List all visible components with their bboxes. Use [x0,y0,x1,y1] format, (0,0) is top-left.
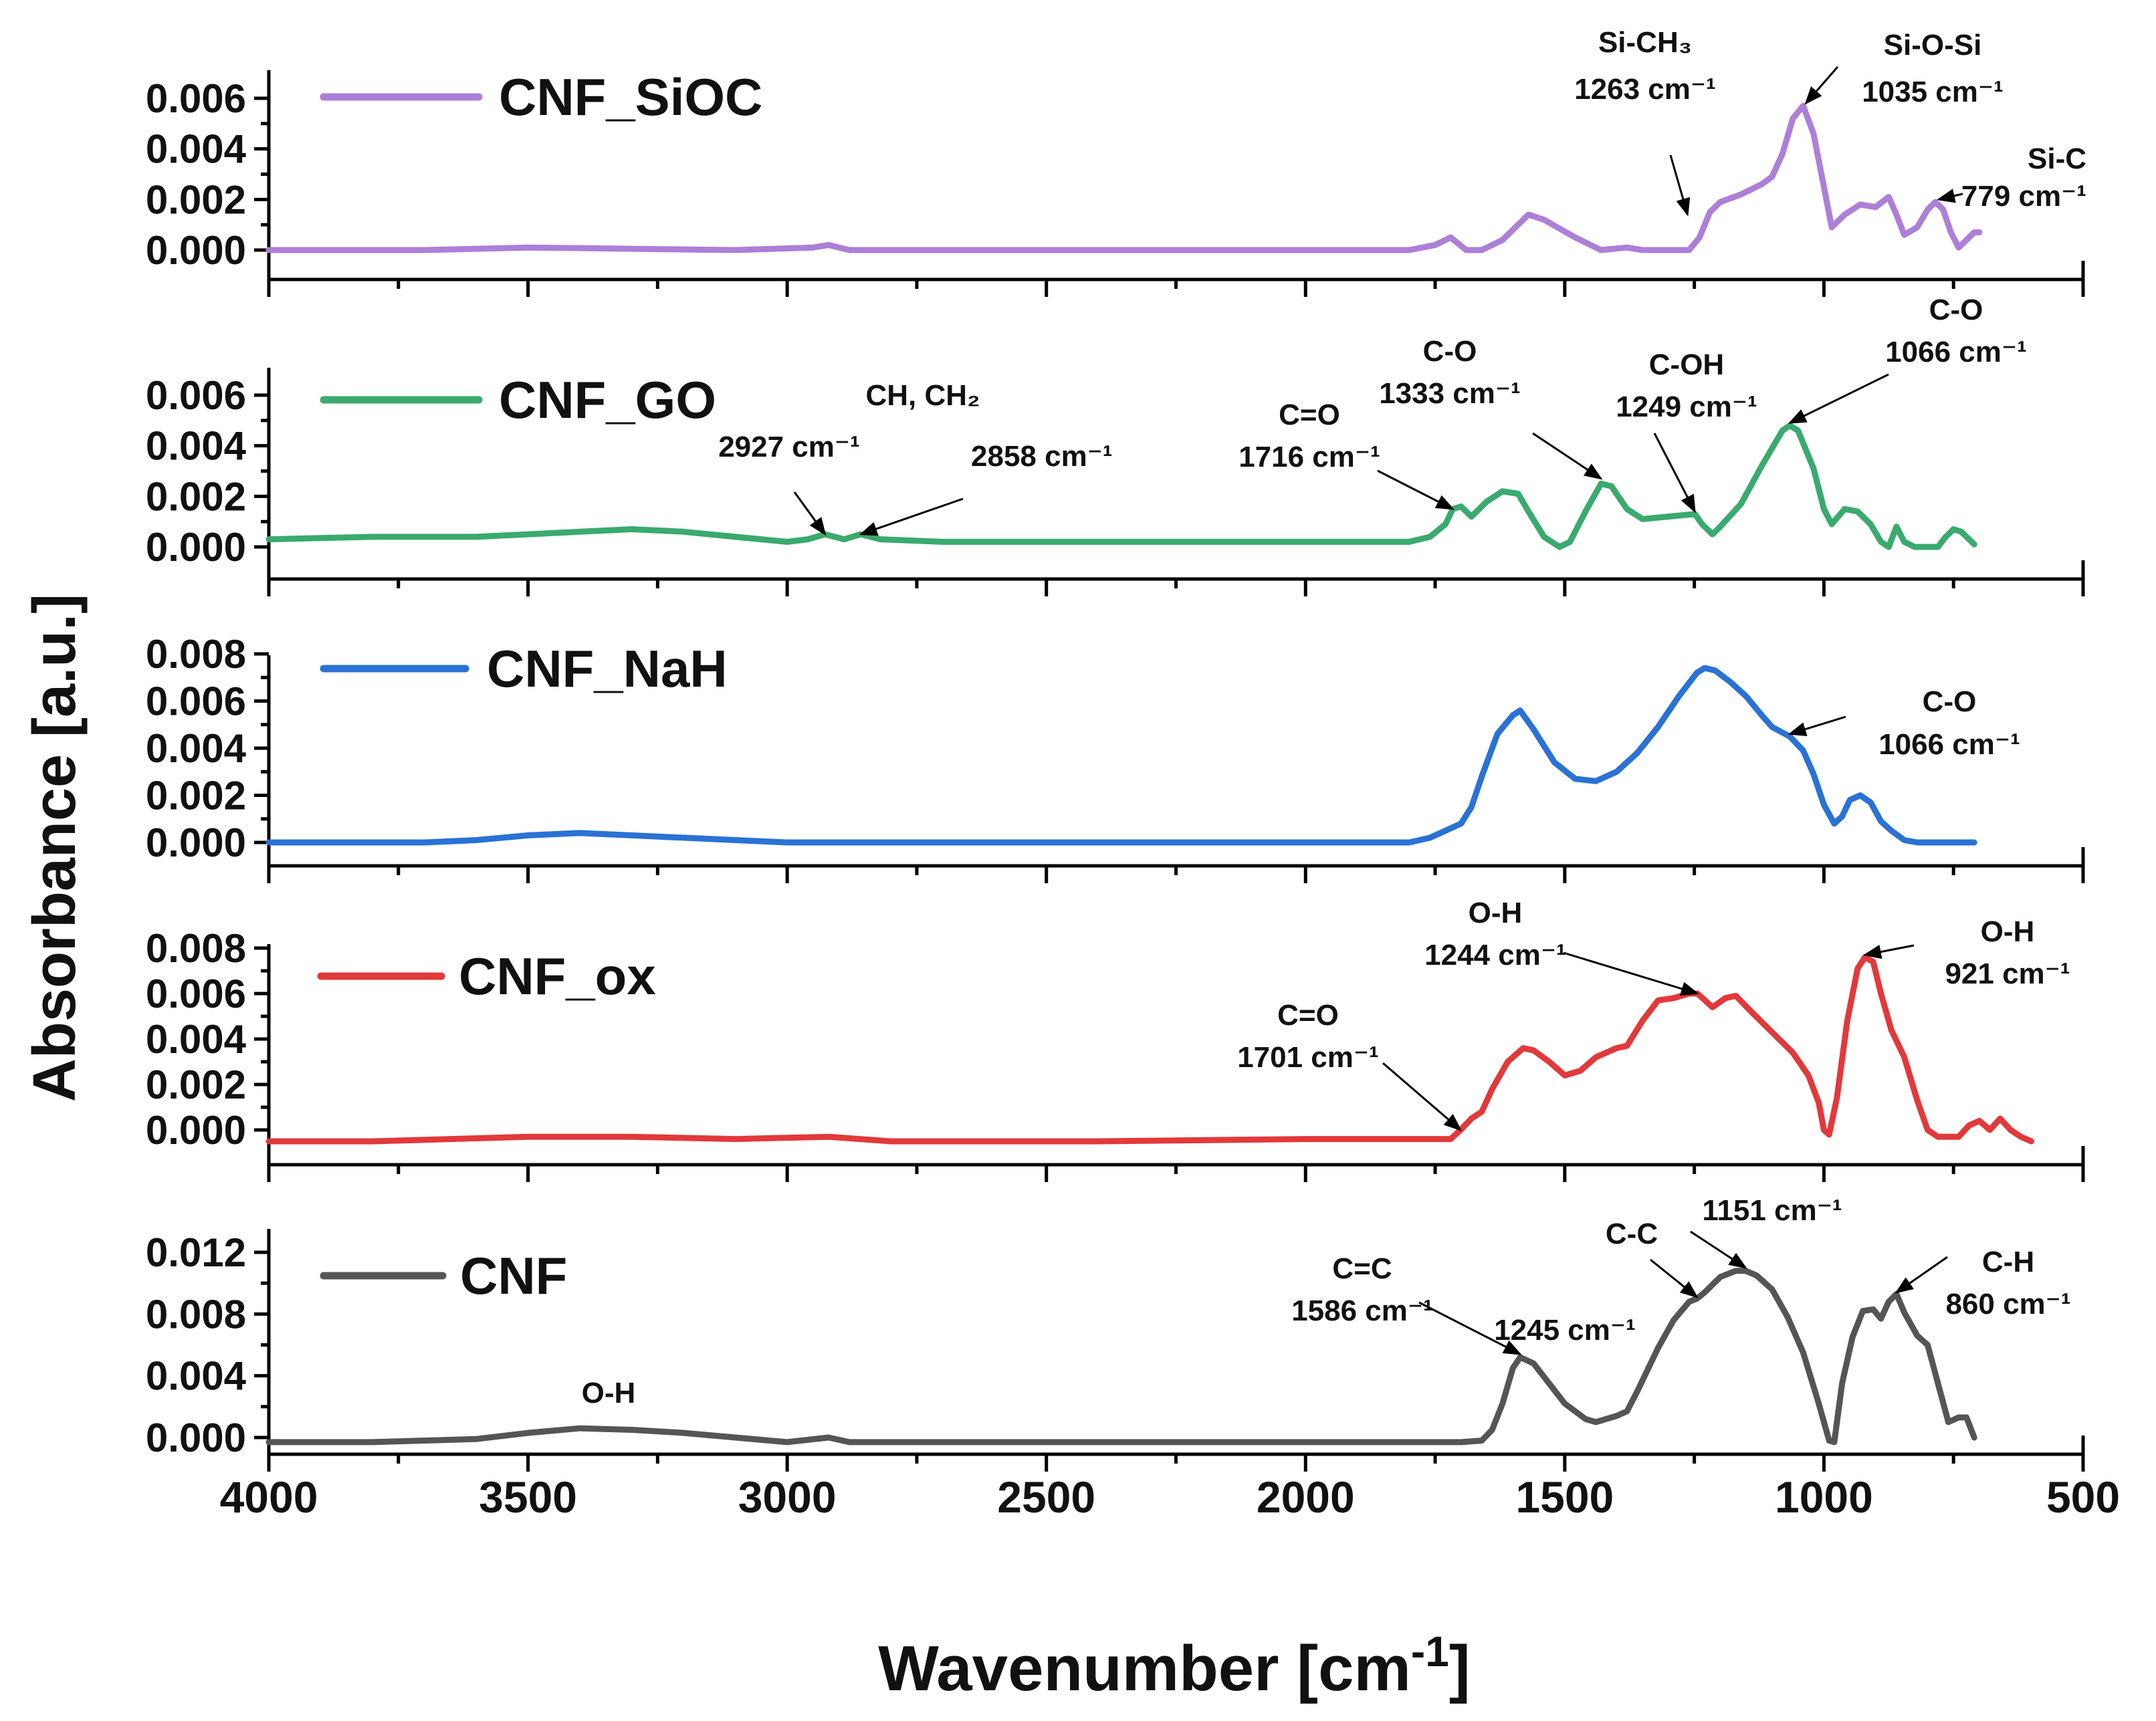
peak-annotation-label: 921 cm⁻¹ [1945,957,2070,990]
legend-label: CNF_SiOC [499,68,762,126]
peak-annotation-label: C-C [1606,1218,1658,1250]
peak-annotation-label: 1701 cm⁻¹ [1237,1041,1379,1074]
series-line-cnf [265,1268,1977,1446]
peak-annotation-label: Si-C [2028,142,2086,175]
y-axis-title: Absorbance [a.u.] [21,594,88,1102]
annotation-arrow [1690,1230,1747,1269]
peak-annotation-label: 1716 cm⁻¹ [1238,441,1380,473]
x-tick-label: 2000 [1257,1472,1355,1522]
y-tick-label: 0.008 [146,632,246,677]
peak-annotation-label: 2858 cm⁻¹ [971,440,1113,473]
y-tick-label: 0.000 [146,1415,246,1460]
y-tick-label: 0.004 [146,1354,247,1399]
y-tick-label: 0.006 [146,76,246,121]
peak-annotation-label: C=C [1332,1252,1392,1285]
y-tick-label: 0.002 [146,177,246,222]
peak-annotation-label: 1333 cm⁻¹ [1379,377,1521,410]
y-tick-label: 0.004 [146,424,247,469]
peak-annotation-label: C-O [1923,685,1977,718]
y-tick-label: 0.006 [146,971,246,1016]
y-tick-label: 0.012 [146,1230,246,1275]
legend-label: CNF [460,1246,567,1305]
peak-annotation-label: 1035 cm⁻¹ [1862,76,2004,108]
y-tick-label: 0.000 [146,525,246,570]
y-tick-label: 0.006 [146,373,246,418]
peak-annotation-label: 1151 cm⁻¹ [1702,1194,1842,1227]
x-axis-title: Wavenumber [cm-1] [878,1627,1471,1704]
legend-label: CNF_ox [459,947,656,1006]
peak-annotation-label: 1586 cm⁻¹ [1291,1294,1433,1327]
peak-annotation-label: 1066 cm⁻¹ [1885,336,2027,368]
series-line-cnf-ox [265,954,2034,1145]
peak-annotation-label: 779 cm⁻¹ [1961,180,2086,213]
y-tick-label: 0.000 [146,820,246,865]
series-line-cnf-go [265,422,1977,550]
x-tick-label: 1000 [1775,1472,1873,1522]
x-tick-label: 4000 [220,1472,318,1522]
annotation-arrow [793,491,827,536]
peak-annotation-label: Si-O-Si [1884,29,1982,62]
y-tick-label: 0.002 [146,1062,246,1107]
y-tick-label: 0.008 [146,1292,246,1337]
peak-annotation-label: 1245 cm⁻¹ [1494,1314,1636,1347]
annotation-arrow [1788,715,1846,737]
annotation-arrow [1863,944,1915,959]
annotation-arrow [1804,66,1839,105]
x-tick-label: 1500 [1515,1472,1614,1522]
annotation-arrow [1382,1062,1463,1131]
y-tick-label: 0.004 [146,1017,247,1062]
peak-annotation-label: C-OH [1649,348,1724,381]
annotation-arrow [1563,951,1699,996]
peak-annotation-label: CH, CH₂ [865,379,980,412]
y-tick-label: 0.008 [146,926,246,971]
series-line-cnf-nah [265,665,1977,846]
peak-annotation-label: C=O [1277,999,1339,1032]
y-tick-label: 0.004 [146,726,247,771]
annotation-arrow [1653,433,1696,513]
annotation-arrow [1937,189,1963,203]
x-tick-label: 3000 [738,1472,837,1522]
peak-annotation-label: C=O [1279,398,1340,431]
peak-annotation-label: C-O [1929,294,1983,326]
annotation-arrow [859,497,964,536]
annotation-arrow [1377,469,1454,510]
annotation-arrow [1788,373,1889,424]
peak-annotation-label: C-O [1423,335,1477,368]
annotation-arrow [1650,1258,1699,1298]
peak-annotation-label: 860 cm⁻¹ [1945,1288,2070,1321]
series-line-cnf-sioc [265,102,1983,253]
legend-label: CNF_NaH [487,639,728,698]
peak-annotation-label: O-H [582,1377,636,1409]
y-tick-label: 0.002 [146,474,246,519]
peak-annotation-label: 1244 cm⁻¹ [1424,939,1566,971]
peak-annotation-label: 2927 cm⁻¹ [718,431,860,463]
y-tick-label: 0.000 [146,228,246,273]
x-tick-label: 500 [2046,1472,2120,1522]
annotation-arrow [1895,1256,1948,1294]
y-tick-label: 0.006 [146,679,246,724]
peak-annotation-label: Si-CH₃ [1598,26,1692,59]
annotation-arrow [1669,154,1691,217]
peak-annotation-label: 1263 cm⁻¹ [1574,73,1716,106]
peak-annotation-label: C-H [1982,1246,2034,1278]
peak-annotation-label: 1249 cm⁻¹ [1616,390,1757,423]
x-tick-label: 3500 [479,1472,577,1522]
peak-annotation-label: 1066 cm⁻¹ [1878,728,2020,761]
y-tick-label: 0.000 [146,1108,246,1153]
annotation-arrow [1418,1301,1522,1355]
peak-annotation-label: O-H [1981,915,2035,948]
y-tick-label: 0.004 [146,127,247,172]
x-tick-label: 2500 [997,1472,1095,1522]
annotation-arrow [1532,432,1603,480]
legend-label: CNF_GO [499,370,716,429]
y-tick-label: 0.002 [146,774,246,818]
peak-annotation-label: O-H [1469,897,1523,929]
